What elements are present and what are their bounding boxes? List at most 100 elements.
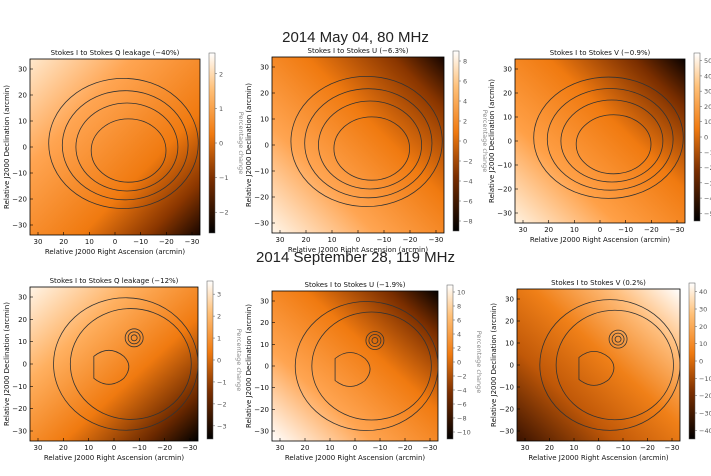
contour-line — [90, 118, 167, 183]
x-tick-label: 0 — [353, 444, 357, 452]
colorbar-tick-label: 20 — [699, 323, 707, 331]
y-tick-label: 30 — [505, 296, 514, 304]
colorbar-tick-label: −10 — [704, 149, 711, 157]
row-1-title: 2014 May 04, 80 MHz — [282, 29, 429, 46]
colorbar — [693, 52, 701, 222]
contour-line — [575, 114, 652, 175]
row-2-title: 2014 September 28, 119 MHz — [255, 249, 455, 266]
y-tick-label: 0 — [265, 363, 269, 371]
colorbar-tick-label: 0 — [457, 359, 461, 367]
y-tick-label: 10 — [505, 340, 514, 348]
contour-line — [334, 352, 371, 387]
contour-line — [290, 75, 443, 207]
colorbar-tick-label: −4 — [463, 178, 473, 186]
x-tick-label: −30 — [670, 226, 685, 234]
y-tick-label: 20 — [18, 92, 27, 100]
y-axis-label: Relative J2000 Declination (arcmin) — [245, 304, 253, 428]
leakage-map — [271, 290, 439, 442]
colorbar-tick-label: 4 — [463, 98, 467, 106]
y-tick-label: −20 — [497, 186, 512, 194]
y-tick-label: 20 — [503, 90, 512, 98]
colorbar-tick-label: 10 — [457, 289, 465, 297]
contour-line — [560, 99, 664, 183]
x-tick-label: 10 — [570, 226, 579, 234]
y-tick-label: 0 — [265, 142, 269, 150]
x-tick-label: −30 — [429, 236, 444, 244]
colorbar-tick-label: −8 — [457, 415, 467, 423]
contour-line — [93, 349, 130, 385]
y-axis-label: Relative J2000 Declination (arcmin) — [3, 302, 11, 426]
colorbar-tick-label: −10 — [699, 375, 711, 383]
y-tick-label: 0 — [23, 144, 27, 152]
x-tick-label: −20 — [640, 444, 655, 452]
x-axis-label: Relative J2000 Right Ascension (arcmin) — [528, 454, 669, 462]
contour-line — [533, 76, 684, 199]
colorbar-tick-label: −10 — [457, 429, 471, 437]
y-axis-label: Relative J2000 Declination (arcmin) — [490, 303, 498, 427]
contour-line — [130, 334, 138, 342]
contour-line — [127, 331, 141, 345]
y-tick-label: −10 — [497, 162, 512, 170]
x-tick-label: −30 — [185, 238, 200, 246]
contour-line — [539, 299, 681, 431]
contour-line — [371, 337, 379, 344]
x-tick-label: −10 — [618, 226, 633, 234]
x-tick-label: 0 — [113, 238, 117, 246]
panel-r2-1: Stokes I to Stokes Q leakage (−12%)30 20 1… — [3, 277, 243, 462]
colorbar-tick-label: −40 — [699, 427, 711, 435]
y-tick-label: 30 — [260, 64, 269, 72]
colorbar-tick-label: 2 — [457, 345, 461, 353]
panel-title: Stokes I to Stokes V (−0.9%) — [550, 49, 651, 57]
colorbar-tick-label: 40 — [704, 72, 711, 80]
contour-line — [546, 88, 674, 191]
x-tick-label: 10 — [570, 444, 579, 452]
colorbar-tick-label: −20 — [704, 164, 711, 172]
colorbar — [208, 52, 216, 234]
contour-line — [318, 100, 423, 190]
y-tick-label: −10 — [499, 384, 514, 392]
x-tick-label: 0 — [356, 236, 360, 244]
colorbar — [452, 50, 460, 232]
colorbar-tick-label: 10 — [704, 118, 711, 126]
y-tick-label: −10 — [12, 383, 27, 391]
colorbar-tick-label: −2 — [219, 209, 229, 217]
contour-line — [611, 332, 625, 346]
contour-line — [294, 301, 439, 431]
colorbar-tick-label: 10 — [699, 340, 707, 348]
colorbar-tick-label: 0 — [699, 358, 703, 366]
colorbar-tick-label: −50 — [704, 210, 711, 218]
colorbar-tick-label: −3 — [217, 422, 227, 430]
colorbar-tick-label: 3 — [217, 291, 221, 299]
contour-line — [614, 335, 622, 343]
x-tick-label: 10 — [85, 238, 94, 246]
y-tick-label: −30 — [12, 428, 27, 436]
x-tick-label: 10 — [84, 444, 93, 452]
colorbar-label: Percentage change — [237, 112, 245, 175]
y-tick-label: 30 — [18, 66, 27, 74]
colorbar-tick-label: 0 — [217, 357, 221, 365]
colorbar — [446, 284, 454, 440]
colorbar-tick-label: 4 — [457, 331, 461, 339]
y-tick-label: −10 — [12, 170, 27, 178]
colorbar-tick-label: 40 — [699, 288, 707, 296]
contour-line — [53, 297, 199, 431]
colorbar-tick-label: −1 — [219, 174, 229, 182]
x-tick-label: −20 — [157, 444, 172, 452]
x-tick-label: −30 — [183, 444, 198, 452]
x-tick-label: −20 — [644, 226, 659, 234]
x-tick-label: 30 — [276, 444, 285, 452]
leakage-map — [29, 58, 201, 236]
y-tick-label: −30 — [254, 428, 269, 436]
colorbar-tick-label: 2 — [219, 70, 223, 78]
y-tick-label: 30 — [260, 298, 269, 306]
x-tick-label: 30 — [519, 226, 528, 234]
y-tick-label: −10 — [254, 168, 269, 176]
panel-title: Stokes I to Stokes U (−6.3%) — [308, 47, 409, 55]
contour-line — [61, 90, 189, 201]
colorbar-tick-label: −2 — [217, 400, 227, 408]
contour-line — [333, 116, 411, 181]
contour-line — [48, 77, 199, 209]
y-axis-label: Relative J2000 Declination (arcmin) — [488, 79, 496, 203]
leakage-map — [29, 286, 199, 442]
x-tick-label: −10 — [377, 236, 392, 244]
